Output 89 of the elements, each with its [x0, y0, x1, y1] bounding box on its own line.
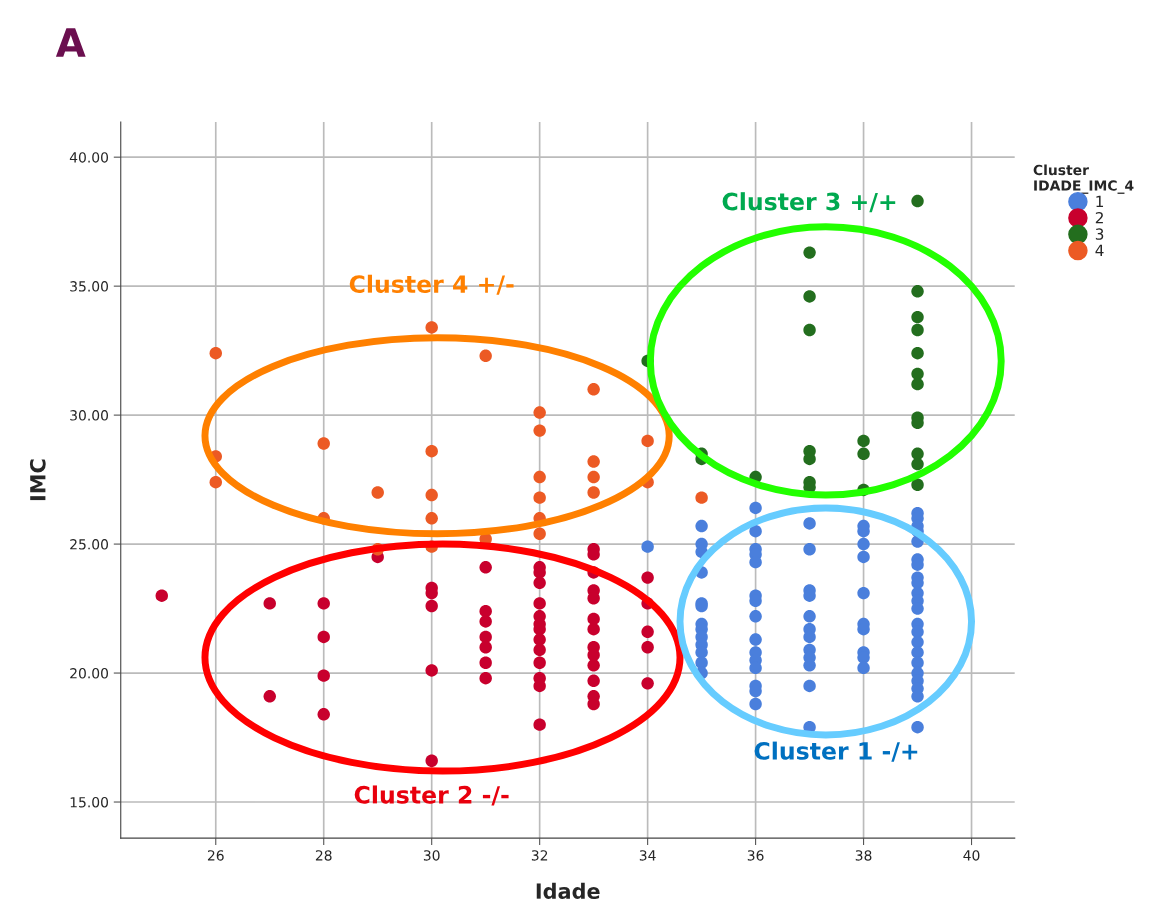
point — [533, 576, 546, 589]
annotation: Cluster 4 +/- — [349, 274, 514, 295]
point — [209, 475, 222, 489]
point — [641, 434, 654, 448]
point — [587, 674, 600, 687]
x-tick-label: 26 — [207, 850, 224, 861]
point — [695, 491, 708, 504]
point — [533, 656, 546, 669]
point — [533, 718, 546, 731]
point — [425, 599, 438, 613]
point — [425, 512, 438, 525]
point — [911, 377, 924, 391]
point — [911, 194, 924, 208]
point — [911, 285, 924, 298]
point — [425, 488, 438, 502]
point — [479, 615, 492, 628]
point — [587, 383, 600, 396]
point — [641, 677, 654, 690]
point — [479, 672, 492, 685]
point — [857, 434, 870, 448]
point — [911, 323, 924, 337]
point — [425, 664, 438, 677]
y-tick-label: 35.00 — [70, 281, 109, 292]
text: A — [55, 28, 86, 57]
point — [317, 708, 330, 721]
point — [587, 455, 600, 468]
y-tick-label: 15.00 — [70, 796, 109, 808]
point — [479, 561, 492, 574]
point — [425, 445, 438, 458]
point — [425, 321, 438, 334]
point — [587, 659, 600, 672]
legend-title: Cluster IDADE_IMC_4 — [1033, 164, 1134, 194]
point — [533, 406, 546, 419]
legend-label: 4 — [1095, 244, 1104, 256]
y-tick-label: 30.00 — [70, 410, 109, 421]
point — [317, 669, 330, 682]
point — [263, 690, 276, 703]
point — [803, 246, 816, 259]
point — [641, 641, 654, 654]
x-tick-label: 38 — [855, 850, 872, 861]
point — [911, 347, 924, 360]
point — [911, 457, 924, 471]
point — [155, 589, 168, 602]
point — [803, 452, 816, 466]
point — [803, 323, 816, 337]
annotation: Cluster 1 -/+ — [754, 741, 918, 762]
point — [857, 447, 870, 461]
point — [533, 470, 546, 484]
point — [425, 754, 438, 767]
point — [587, 486, 600, 499]
point — [533, 633, 546, 646]
point — [587, 622, 600, 636]
y-tick-label: 20.00 — [70, 668, 109, 679]
point — [317, 630, 330, 644]
point — [641, 625, 654, 638]
point — [911, 478, 924, 491]
point — [317, 597, 330, 610]
legend-label: 2 — [1095, 211, 1103, 224]
point — [533, 527, 546, 540]
point — [209, 347, 222, 360]
y-tick-label: 40.00 — [69, 152, 109, 163]
x-tick-label: 32 — [531, 850, 548, 861]
x-axis-title: Idade — [536, 882, 600, 899]
point — [371, 486, 384, 499]
point — [911, 310, 924, 324]
point — [641, 571, 654, 584]
legend-label: 3 — [1095, 228, 1104, 240]
point — [317, 437, 330, 450]
annotation: Cluster 3 +/+ — [722, 192, 896, 213]
point — [533, 424, 546, 437]
x-tick-label: 34 — [639, 850, 656, 861]
x-tick-label: 30 — [423, 850, 440, 861]
point — [479, 604, 492, 618]
y-axis-title: IMC — [29, 459, 46, 501]
y-tick-label: 25.00 — [70, 539, 109, 550]
x-tick-label: 28 — [315, 850, 332, 861]
point — [533, 643, 546, 657]
point — [533, 491, 546, 504]
legend-label: 1 — [1096, 195, 1104, 207]
point — [263, 597, 276, 610]
point — [479, 656, 492, 669]
x-tick-label: 40 — [963, 850, 980, 861]
point — [587, 470, 600, 484]
point — [479, 641, 492, 654]
point — [479, 349, 492, 362]
annotation: Cluster 2 -/- — [354, 785, 509, 806]
x-tick-label: 36 — [747, 850, 764, 861]
point — [533, 597, 546, 610]
point — [803, 290, 816, 303]
